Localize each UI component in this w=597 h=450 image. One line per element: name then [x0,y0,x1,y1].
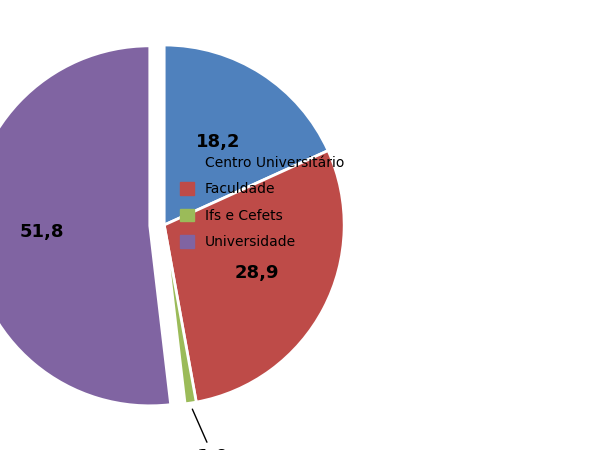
Wedge shape [164,151,344,402]
Wedge shape [164,45,328,225]
Text: 18,2: 18,2 [196,133,240,151]
Text: 51,8: 51,8 [20,223,64,241]
Legend: Centro Universitário, Faculdade, Ifs e Cefets, Universidade: Centro Universitário, Faculdade, Ifs e C… [180,156,344,249]
Wedge shape [0,46,171,406]
Text: 28,9: 28,9 [235,265,279,283]
Wedge shape [164,225,196,404]
Text: 1,0: 1,0 [192,409,229,450]
